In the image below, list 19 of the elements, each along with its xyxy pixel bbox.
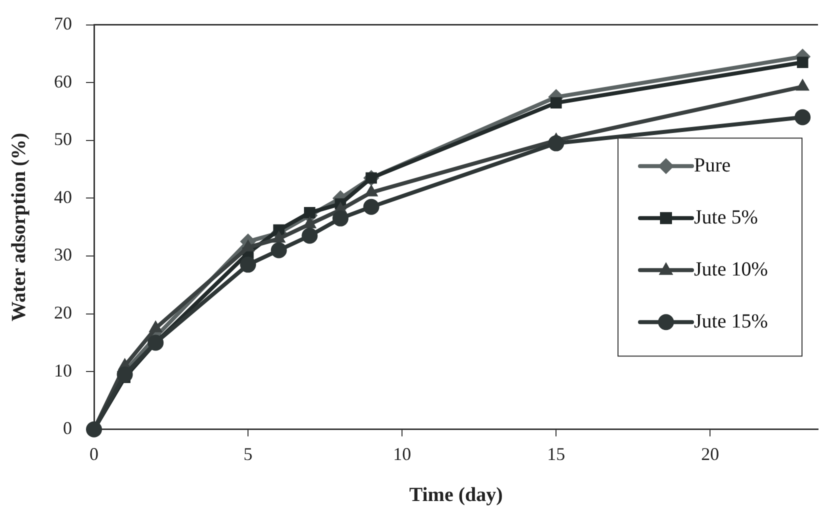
legend-label: Jute 10% bbox=[694, 258, 768, 280]
legend-label: Pure bbox=[694, 154, 731, 176]
x-axis-title: Time (day) bbox=[409, 484, 503, 506]
x-tick-label: 20 bbox=[701, 444, 720, 464]
y-axis-title: Water adsorption (%) bbox=[8, 132, 30, 322]
legend-label: Jute 15% bbox=[694, 310, 768, 332]
x-tick-label: 15 bbox=[547, 444, 566, 464]
x-tick-label: 5 bbox=[244, 444, 253, 464]
y-tick-label: 50 bbox=[54, 129, 72, 150]
y-tick-label: 20 bbox=[54, 302, 72, 323]
y-tick-label: 30 bbox=[54, 244, 72, 265]
x-tick-label: 10 bbox=[393, 444, 412, 464]
y-tick-label: 40 bbox=[54, 186, 72, 207]
legend-label: Jute 5% bbox=[694, 206, 758, 228]
y-tick-label: 0 bbox=[63, 418, 72, 438]
y-tick-label: 70 bbox=[54, 14, 72, 34]
y-tick-label: 60 bbox=[54, 71, 72, 92]
x-tick-label: 0 bbox=[90, 444, 98, 464]
y-tick-label: 10 bbox=[54, 360, 72, 380]
